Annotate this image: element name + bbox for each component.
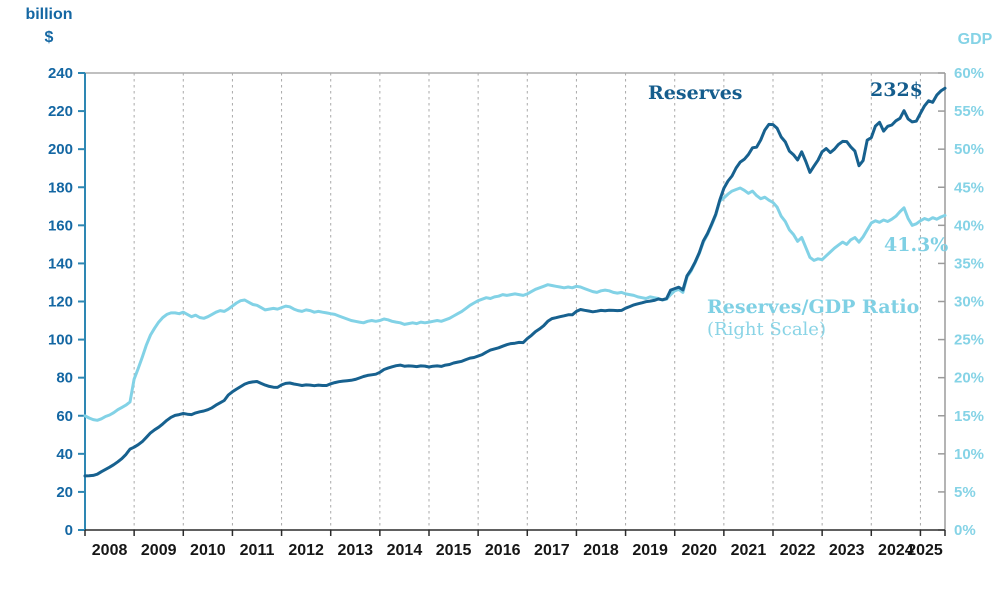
ratio-series-sublabel: (Right Scale) [707, 319, 826, 340]
left-axis-tick-label: 240 [48, 65, 73, 82]
x-axis-year-label: 2016 [485, 542, 521, 559]
left-axis-tick-label: 220 [48, 103, 73, 120]
x-axis-year-label: 2014 [387, 542, 423, 559]
x-axis-year-label: 2010 [190, 542, 226, 559]
left-axis-tick-label: 140 [48, 255, 73, 272]
left-axis-tick-label: 200 [48, 141, 73, 158]
right-axis-tick-label: 55% [954, 103, 984, 120]
left-axis-tick-label: 0 [65, 522, 73, 539]
x-axis-year-label: 2008 [92, 542, 128, 559]
reserves-series-label: Reserves [648, 82, 743, 104]
reserves-line [83, 86, 947, 478]
right-axis-tick-label: 15% [954, 408, 984, 425]
x-axis-year-label: 2011 [240, 542, 275, 559]
left-axis-tick-label: 180 [48, 179, 73, 196]
left-axis-tick-label: 120 [48, 294, 73, 311]
left-axis-tick-label: 20 [56, 484, 73, 501]
x-axis-year-label: 2015 [436, 542, 472, 559]
x-axis-year-label: 2009 [141, 542, 177, 559]
right-axis-tick-label: 50% [954, 141, 984, 158]
x-axis-year-label: 2024 [878, 542, 914, 559]
right-axis-tick-label: 35% [954, 255, 984, 272]
x-axis-year-label: 2025 [907, 542, 943, 559]
x-axis-year-label: 2017 [534, 542, 570, 559]
right-axis-tick-label: 5% [954, 484, 976, 501]
left-axis-unit-currency-label: $ [44, 29, 54, 46]
right-axis-tick-label: 20% [954, 370, 984, 387]
left-axis-tick-label: 40 [56, 446, 73, 463]
left-axis-tick-label: 160 [48, 217, 73, 234]
left-axis-tick-label: 100 [48, 332, 73, 349]
reserves-end-value-label: 232$ [870, 79, 923, 101]
right-axis-tick-label: 25% [954, 332, 984, 349]
right-axis-unit-label: GDP [957, 31, 993, 48]
left-axis-unit-label: billion [25, 6, 73, 23]
x-axis-year-label: 2019 [632, 542, 668, 559]
right-axis-tick-label: 45% [954, 179, 984, 196]
x-axis-year-label: 2022 [780, 542, 816, 559]
x-axis-year-label: 2021 [731, 542, 767, 559]
x-axis-year-label: 2013 [337, 542, 373, 559]
x-axis-year-label: 2020 [681, 542, 717, 559]
right-axis-tick-label: 30% [954, 294, 984, 311]
left-axis-tick-label: 60 [56, 408, 73, 425]
x-axis-year-label: 2023 [829, 542, 865, 559]
right-axis-tick-label: 60% [954, 65, 984, 82]
x-axis-year-label: 2012 [288, 542, 324, 559]
right-axis-tick-label: 10% [954, 446, 984, 463]
right-axis-tick-label: 0% [954, 522, 976, 539]
ratio-end-value-label: 41.3% [884, 234, 949, 256]
right-axis-tick-label: 40% [954, 217, 984, 234]
ratio-line [83, 186, 947, 422]
ratio-series-label: Reserves/GDP Ratio [707, 296, 920, 318]
x-axis-year-label: 2018 [583, 542, 619, 559]
left-axis-tick-label: 80 [56, 370, 73, 387]
